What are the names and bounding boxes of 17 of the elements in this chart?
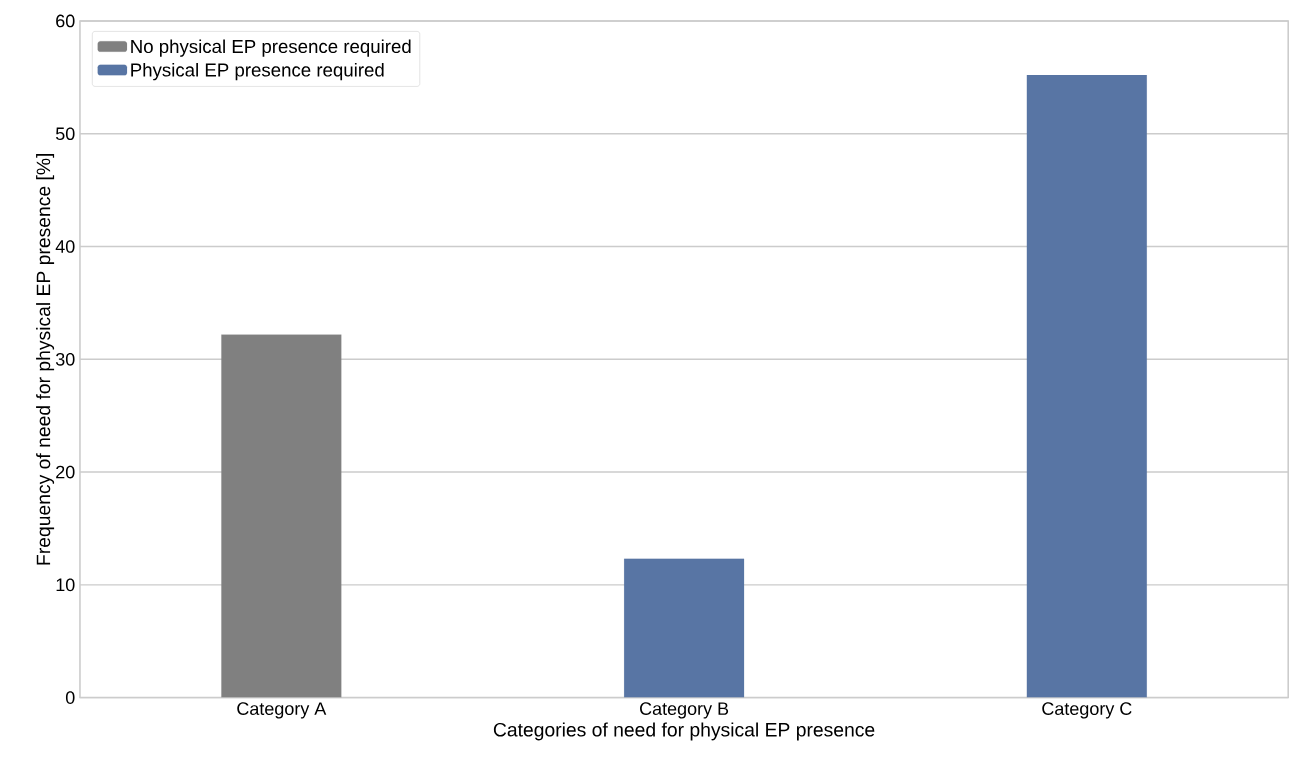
legend-label: Physical EP presence required — [131, 63, 384, 81]
x-axis-title: Categories of need for physical EP presence — [493, 722, 875, 741]
bar — [624, 559, 745, 698]
y-tick-label: 60 — [56, 14, 75, 28]
y-tick-label: 0 — [65, 691, 75, 705]
x-tick-label: Category A — [237, 702, 327, 719]
x-tick-label: Category C — [1042, 702, 1132, 719]
legend-label: No physical EP presence required — [131, 39, 411, 58]
y-tick-label: 20 — [56, 465, 75, 479]
y-axis-title: Frequency of need for physical EP presence [%] — [36, 154, 55, 565]
y-tick-label: 30 — [55, 353, 75, 366]
y-tick-label: 50 — [55, 127, 75, 141]
bar — [221, 334, 342, 698]
y-tick-label: 10 — [56, 578, 75, 592]
y-tick-label: 40 — [55, 240, 75, 254]
bar — [1026, 75, 1147, 698]
x-tick-label: Category B — [640, 702, 729, 719]
